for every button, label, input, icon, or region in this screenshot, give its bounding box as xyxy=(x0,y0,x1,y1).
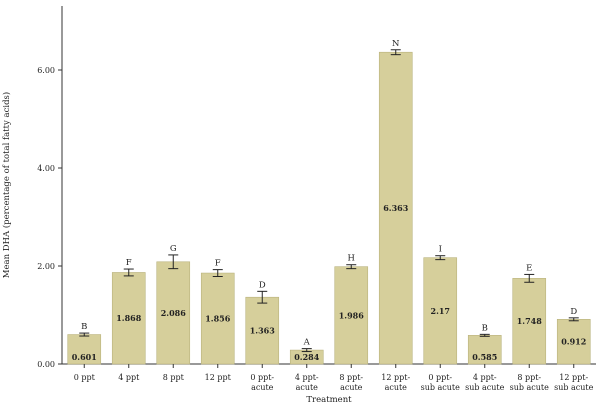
x-tick-label: 4 ppt-acute xyxy=(295,373,319,392)
group-letter: I xyxy=(439,245,442,255)
data-label: 1.748 xyxy=(517,316,542,326)
data-label: 0.601 xyxy=(72,352,97,362)
data-label: 0.585 xyxy=(472,352,497,362)
group-letter: H xyxy=(348,254,355,264)
data-label: 2.086 xyxy=(161,308,186,318)
x-tick-label: 0 ppt xyxy=(74,373,96,382)
group-letter: G xyxy=(170,244,177,254)
group-letter: F xyxy=(126,258,132,268)
group-letter: E xyxy=(526,263,532,273)
data-label: 1.363 xyxy=(250,326,275,336)
bar xyxy=(334,266,369,365)
bar xyxy=(200,272,235,365)
group-letter: N xyxy=(392,39,400,49)
bars-group: B 0.601 F 1.868 G 2.086 F 1.856 D 1.363 A 0.284 H 1.9… xyxy=(67,39,591,365)
x-tick-label: 4 ppt xyxy=(118,373,140,382)
group-letter: B xyxy=(482,323,488,333)
x-tick-label: 8 ppt xyxy=(163,373,185,382)
y-tick-label: 2.00 xyxy=(37,262,55,271)
group-letter: D xyxy=(259,280,266,290)
data-label: 2.17 xyxy=(431,306,450,316)
x-tick-label: 8 ppt-sub acute xyxy=(510,373,550,392)
x-tick-label: 4 ppt-sub acute xyxy=(465,373,505,392)
x-tick-label: 0 ppt-sub acute xyxy=(421,373,461,392)
group-letter: B xyxy=(81,322,87,332)
y-tick-label: 4.00 xyxy=(37,164,55,173)
group-letter: A xyxy=(303,338,311,348)
data-label: 6.363 xyxy=(383,203,408,213)
x-tick-label: 8 ppt-acute xyxy=(339,373,363,392)
x-tick-label: 12 ppt xyxy=(205,373,232,382)
bar xyxy=(512,278,547,365)
bar xyxy=(245,296,280,365)
x-tick-label: 0 ppt-acute xyxy=(250,373,274,392)
y-axis-ticks: 0.00 2.00 4.00 6.00 xyxy=(37,66,62,369)
x-tick-label: 12 ppt-acute xyxy=(381,373,410,392)
x-tick-label: 12 ppt-sub acute xyxy=(554,373,594,392)
group-letter: F xyxy=(215,259,221,269)
x-axis-title: Treatment xyxy=(306,395,352,405)
bar xyxy=(556,319,591,365)
data-label: 0.912 xyxy=(561,337,586,347)
x-tick-labels: 0 ppt 4 ppt 8 ppt 12 ppt 0 ppt-acute 4 ppt-ac… xyxy=(74,364,594,392)
group-letter: D xyxy=(570,307,577,317)
bar xyxy=(423,257,458,365)
y-tick-label: 6.00 xyxy=(37,66,55,75)
data-label: 1.856 xyxy=(205,314,230,324)
y-tick-label: 0.00 xyxy=(37,360,55,369)
data-label: 1.868 xyxy=(116,313,141,323)
data-label: 0.284 xyxy=(294,352,319,362)
data-label: 1.986 xyxy=(339,310,364,320)
y-axis-title: Mean DHA (percentage of total fatty acid… xyxy=(1,92,12,278)
